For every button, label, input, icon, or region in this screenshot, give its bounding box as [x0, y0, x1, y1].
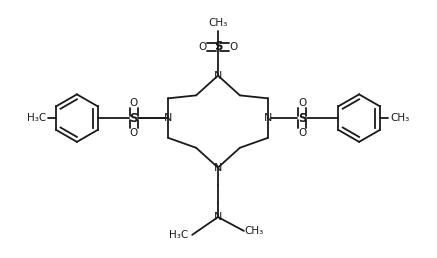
Text: O: O: [198, 42, 206, 52]
Text: CH₃: CH₃: [390, 113, 409, 123]
Text: CH₃: CH₃: [208, 18, 228, 28]
Text: O: O: [129, 98, 138, 108]
Text: O: O: [298, 98, 307, 108]
Text: O: O: [298, 128, 307, 138]
Text: O: O: [230, 42, 238, 52]
Text: CH₃: CH₃: [244, 226, 264, 236]
Text: N: N: [264, 113, 272, 123]
Text: N: N: [214, 212, 222, 222]
Text: H₃C: H₃C: [27, 113, 46, 123]
Text: S: S: [214, 41, 222, 53]
Text: O: O: [129, 128, 138, 138]
Text: N: N: [214, 71, 222, 80]
Text: N: N: [214, 163, 222, 173]
Text: S: S: [129, 112, 138, 125]
Text: N: N: [164, 113, 173, 123]
Text: H₃C: H₃C: [169, 230, 188, 240]
Text: S: S: [298, 112, 307, 125]
